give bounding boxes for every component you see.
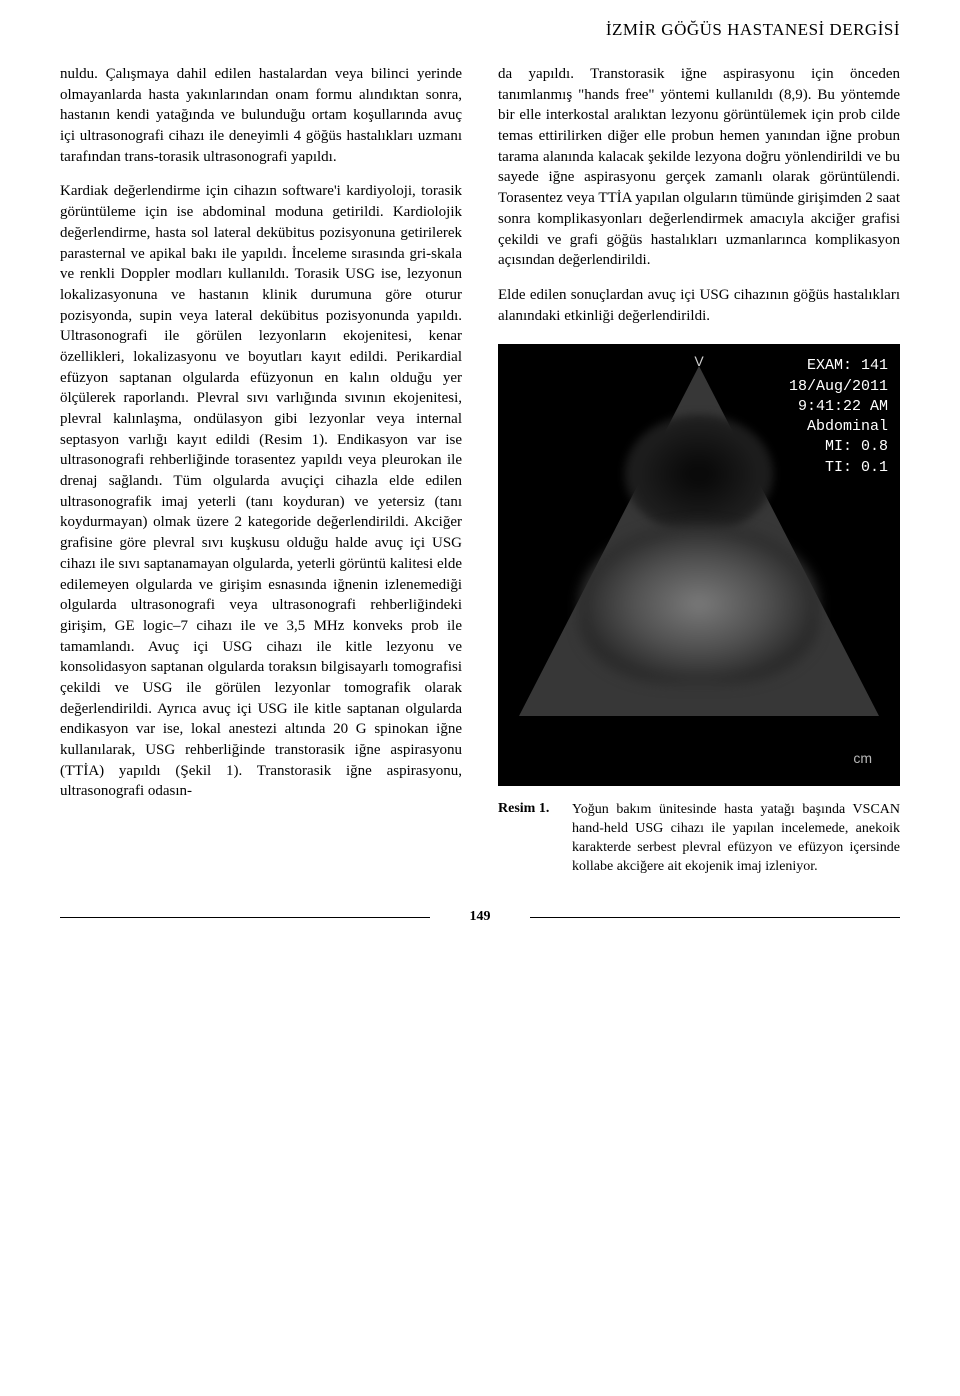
left-para-2: Kardiak değerlendirme için cihazın softw… bbox=[60, 181, 462, 802]
us-mi: MI: 0.8 bbox=[789, 437, 888, 457]
ultrasound-image: V EXAM: 141 18/Aug/2011 9:41:22 AM Abdom… bbox=[498, 344, 900, 786]
ultrasound-overlay: EXAM: 141 18/Aug/2011 9:41:22 AM Abdomin… bbox=[789, 356, 888, 478]
figure-1: V EXAM: 141 18/Aug/2011 9:41:22 AM Abdom… bbox=[498, 344, 900, 877]
figure-caption: Resim 1. Yoğun bakım ünitesinde hasta ya… bbox=[498, 800, 900, 876]
left-column: nuldu. Çalışmaya dahil edilen hastalarda… bbox=[60, 64, 462, 877]
caption-text: Yoğun bakım ünitesinde hasta yatağı başı… bbox=[498, 801, 900, 877]
page-number: 149 bbox=[470, 909, 491, 924]
us-mode: Abdominal bbox=[789, 417, 888, 437]
journal-header: İZMİR GÖĞÜS HASTANESİ DERGİSİ bbox=[60, 20, 900, 40]
right-column: da yapıldı. Transtorasik iğne aspirasyon… bbox=[498, 64, 900, 877]
ultrasound-scale-label: cm bbox=[853, 749, 872, 768]
us-exam: EXAM: 141 bbox=[789, 356, 888, 376]
two-column-content: nuldu. Çalışmaya dahil edilen hastalarda… bbox=[60, 64, 900, 877]
left-para-1: nuldu. Çalışmaya dahil edilen hastalarda… bbox=[60, 64, 462, 167]
page-footer: 149 bbox=[60, 909, 900, 925]
us-ti: TI: 0.1 bbox=[789, 458, 888, 478]
right-para-1: da yapıldı. Transtorasik iğne aspirasyon… bbox=[498, 64, 900, 271]
ultrasound-top-marker: V bbox=[694, 352, 703, 371]
ultrasound-anechoic-region bbox=[624, 414, 774, 534]
right-para-2: Elde edilen sonuçlardan avuç içi USG cih… bbox=[498, 285, 900, 326]
caption-label: Resim 1. bbox=[498, 801, 549, 816]
us-date: 18/Aug/2011 bbox=[789, 377, 888, 397]
journal-title: İZMİR GÖĞÜS HASTANESİ DERGİSİ bbox=[606, 20, 900, 39]
ultrasound-echogenic-region bbox=[579, 524, 819, 684]
us-time: 9:41:22 AM bbox=[789, 397, 888, 417]
